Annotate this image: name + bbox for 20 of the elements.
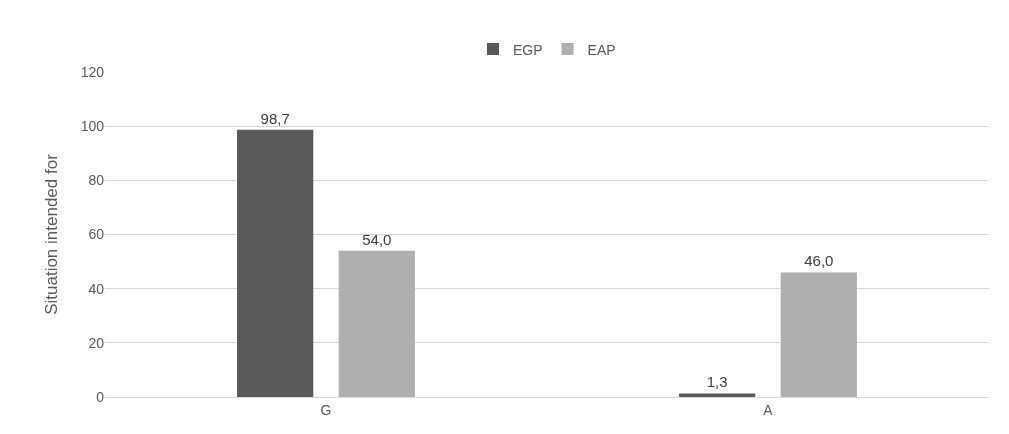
y-tick-label: 100 (80, 118, 105, 135)
y-axis-title: Situation intended for (42, 153, 62, 315)
y-tick-label: 20 (88, 334, 105, 351)
bar (237, 129, 314, 397)
y-tick-label: 80 (88, 172, 105, 189)
x-tick-label: G (320, 401, 332, 418)
legend-label: EAP (587, 41, 616, 58)
y-tick-label: 120 (80, 63, 105, 80)
legend-label: EGP (513, 41, 543, 58)
y-tick-label: 0 (96, 388, 105, 405)
bar (338, 250, 415, 397)
data-label: 1,3 (706, 373, 728, 391)
y-tick-label: 60 (88, 226, 105, 243)
data-label: 54,0 (362, 230, 392, 248)
bar (780, 272, 857, 397)
data-label: 46,0 (804, 252, 834, 270)
x-tick-label: A (763, 401, 774, 418)
bar (679, 393, 756, 397)
y-tick-label: 40 (88, 280, 105, 297)
data-label: 98,7 (260, 109, 290, 127)
